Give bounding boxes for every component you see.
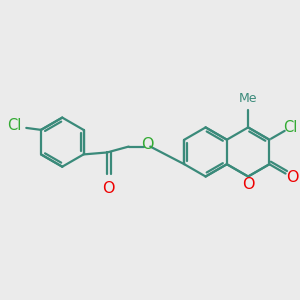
Text: Cl: Cl (7, 118, 21, 134)
Text: Me: Me (239, 92, 257, 105)
Text: O: O (242, 178, 254, 193)
Text: Cl: Cl (284, 120, 298, 135)
Text: O: O (141, 137, 154, 152)
Text: O: O (102, 181, 115, 196)
Text: O: O (286, 170, 298, 185)
